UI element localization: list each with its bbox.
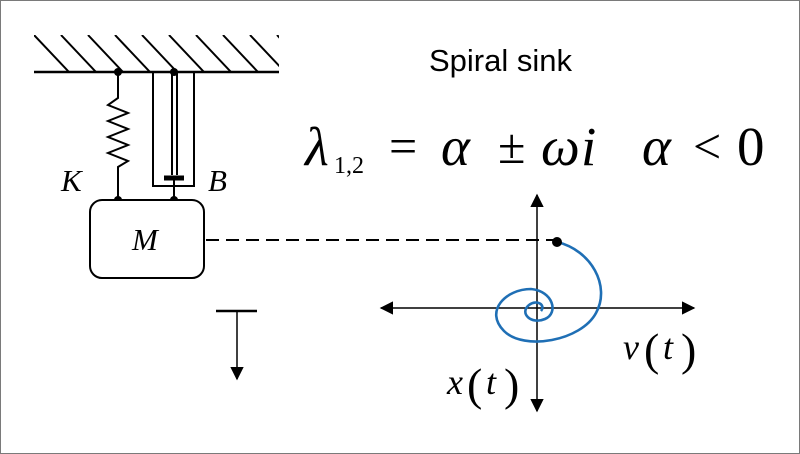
v-param: t [663, 327, 674, 367]
equation-lambda: λ [303, 116, 329, 177]
v-variable: v [623, 327, 639, 367]
damper-top-joint [170, 68, 178, 76]
equation-i: i [581, 116, 596, 177]
spiral-trajectory [494, 240, 603, 343]
x-param: t [486, 362, 497, 402]
displacement-arrow [216, 309, 257, 381]
vertical-axis-label: x ( t ) [446, 359, 519, 410]
equation-subscript: 1,2 [334, 153, 364, 179]
equation-equals: = [389, 118, 417, 174]
horizontal-axis-label: v ( t ) [623, 324, 696, 375]
equation-alpha: α [441, 116, 471, 177]
x-variable: x [446, 362, 463, 402]
mass-label: M [131, 222, 160, 257]
damper [152, 72, 195, 200]
ceiling [34, 35, 279, 74]
equation-zero: 0 [737, 116, 765, 177]
x-rparen: ) [504, 359, 519, 410]
equation-pm: ± [498, 118, 525, 174]
eigenvalue-equation: λ 1,2 = α ± ω i α < 0 [303, 116, 765, 179]
v-rparen: ) [681, 324, 696, 375]
spring [105, 72, 131, 200]
equation-lt: < [693, 118, 721, 174]
spring-top-joint [114, 68, 122, 76]
equation-alpha-2: α [642, 116, 672, 177]
title: Spiral sink [429, 43, 572, 78]
equation-omega: ω [541, 116, 580, 177]
mass-block [89, 199, 205, 279]
initial-point [552, 237, 562, 247]
damper-label: B [208, 163, 227, 198]
x-lparen: ( [467, 359, 482, 410]
spring-label: K [60, 163, 84, 198]
v-lparen: ( [644, 324, 659, 375]
